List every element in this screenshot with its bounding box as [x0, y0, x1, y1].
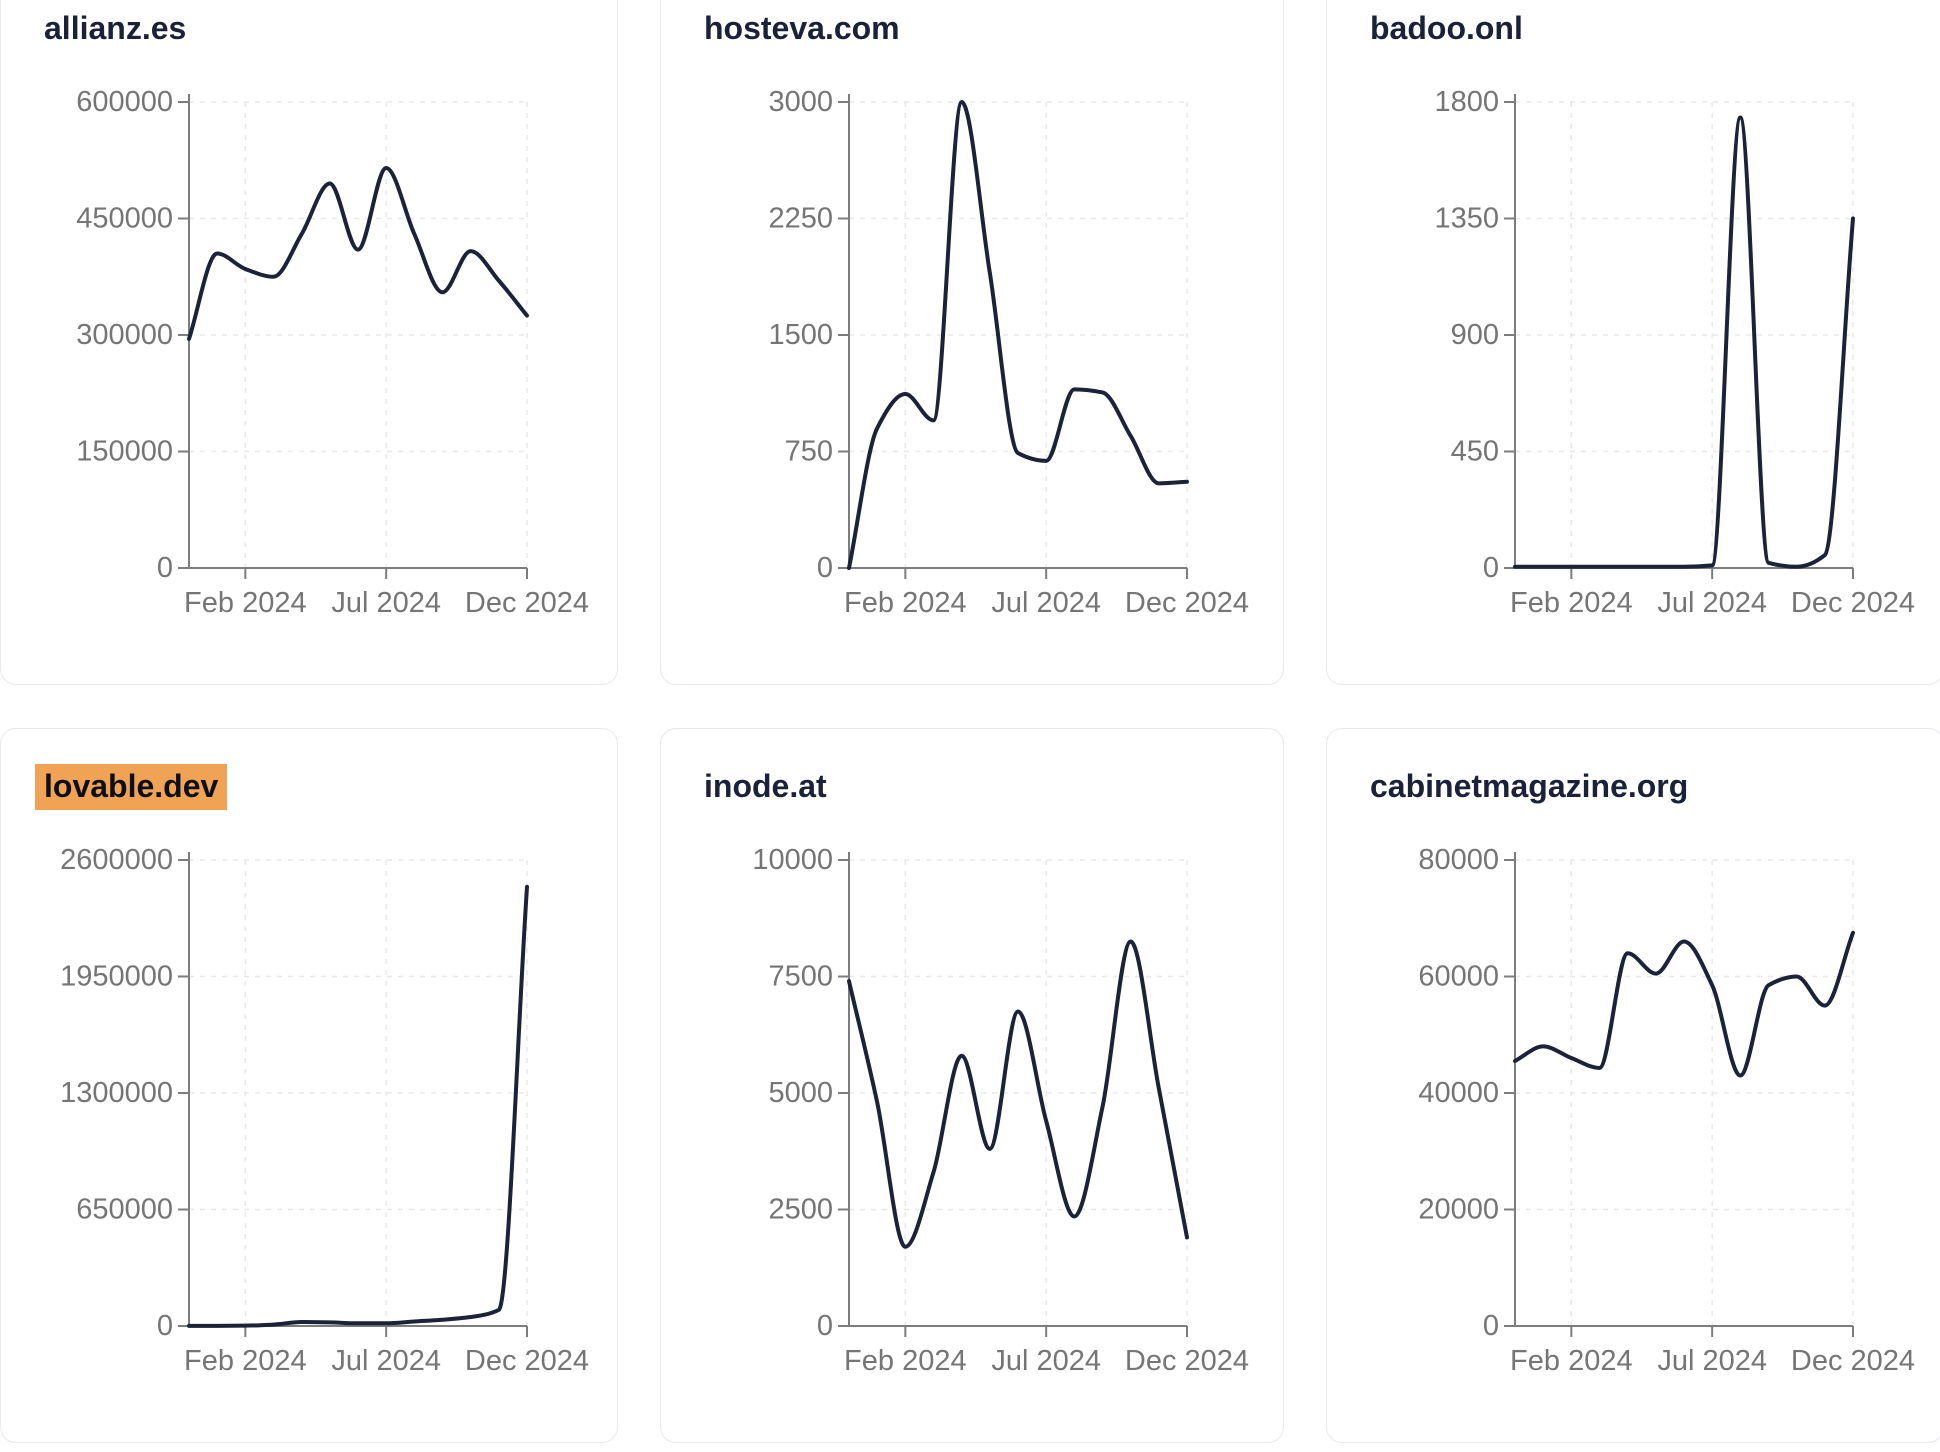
y-tick-label: 1950000: [60, 961, 173, 993]
y-tick-label: 0: [1483, 1310, 1499, 1342]
y-tick-label: 3000: [768, 86, 833, 118]
data-line: [1513, 115, 1855, 569]
x-tick-label: Jul 2024: [331, 1345, 441, 1377]
y-tick-label: 7500: [768, 961, 833, 993]
domain-label: badoo.onl: [1370, 10, 1523, 46]
x-tick-label: Dec 2024: [465, 1345, 589, 1377]
line-chart: 0 450 900 1350 1800 Feb 2024 Jul 2024 Dec 2024: [1434, 86, 1915, 619]
domain-label-highlighted: lovable.dev: [35, 764, 228, 810]
y-tick-label: 0: [157, 552, 173, 584]
chart-card-hosteva-com: hosteva.com 0 750 1500 2250 3000 Feb 2024 Jul …: [660, 0, 1284, 685]
y-tick-label: 80000: [1418, 844, 1499, 876]
domain-label: allianz.es: [44, 10, 187, 46]
y-tick-label: 2500: [768, 1194, 833, 1226]
data-line: [187, 166, 529, 341]
x-tick-label: Feb 2024: [844, 587, 967, 619]
x-tick-label: Dec 2024: [1125, 1345, 1249, 1377]
y-tick-label: 150000: [76, 436, 173, 468]
x-tick-label: Dec 2024: [1791, 1345, 1915, 1377]
x-tick-label: Dec 2024: [1791, 587, 1915, 619]
line-chart: 0 750 1500 2250 3000 Feb 2024 Jul 2024 Dec 2024: [768, 86, 1249, 619]
y-tick-label: 60000: [1418, 961, 1499, 993]
y-tick-label: 2250: [768, 203, 833, 235]
data-line: [187, 884, 529, 1328]
y-tick-label: 900: [1451, 319, 1499, 351]
x-tick-label: Jul 2024: [1657, 587, 1767, 619]
y-tick-label: 600000: [76, 86, 173, 118]
domain-label: cabinetmagazine.org: [1370, 768, 1689, 804]
x-tick-label: Dec 2024: [1125, 587, 1249, 619]
x-tick-label: Jul 2024: [991, 587, 1101, 619]
line-chart: 0 150000 300000 450000 600000 Feb 2024 Jul 202…: [76, 86, 589, 619]
y-tick-label: 450: [1451, 436, 1499, 468]
y-tick-label: 2600000: [60, 844, 173, 876]
line-chart: 0 2500 5000 7500 10000 Feb 2024 Jul 2024 Dec 20…: [752, 844, 1249, 1377]
x-tick-label: Feb 2024: [844, 1345, 967, 1377]
x-tick-label: Jul 2024: [331, 587, 441, 619]
chart-title: badoo.onl: [1370, 9, 1523, 47]
chart-card-lovable-dev: lovable.dev 0 650000 1300000 1950000 2600000…: [0, 728, 618, 1443]
chart-card-cabinetmagazine-org: cabinetmagazine.org 0 20000 40000 60000 8000…: [1326, 728, 1940, 1443]
chart-title: cabinetmagazine.org: [1370, 767, 1688, 805]
y-tick-label: 20000: [1418, 1194, 1499, 1226]
data-line: [1513, 930, 1855, 1078]
x-tick-label: Jul 2024: [991, 1345, 1101, 1377]
domain-label: hosteva.com: [704, 10, 900, 46]
y-tick-label: 40000: [1418, 1077, 1499, 1109]
y-tick-label: 650000: [76, 1194, 173, 1226]
chart-title: inode.at: [704, 767, 827, 805]
y-tick-label: 1500: [768, 319, 833, 351]
chart-card-allianz-es: allianz.es 0 150000 300000 450000 600000 Feb …: [0, 0, 618, 685]
chart-title: allianz.es: [44, 9, 186, 47]
y-tick-label: 750: [785, 436, 833, 468]
y-tick-label: 1350: [1434, 203, 1499, 235]
chart-title: lovable.dev: [35, 764, 228, 810]
y-tick-label: 5000: [768, 1077, 833, 1109]
y-tick-label: 10000: [752, 844, 833, 876]
domain-label: inode.at: [704, 768, 827, 804]
y-tick-label: 0: [817, 552, 833, 584]
data-line: [847, 939, 1189, 1249]
data-line: [847, 100, 1189, 570]
x-tick-label: Feb 2024: [184, 587, 307, 619]
chart-title: hosteva.com: [704, 9, 900, 47]
chart-card-badoo-onl: badoo.onl 0 450 900 1350 1800 Feb 2024 Jul 202…: [1326, 0, 1940, 685]
y-tick-label: 0: [157, 1310, 173, 1342]
line-chart: 0 20000 40000 60000 80000 Feb 2024 Jul 2024 Dec…: [1418, 844, 1915, 1377]
x-tick-label: Feb 2024: [1510, 587, 1633, 619]
y-tick-label: 0: [817, 1310, 833, 1342]
y-tick-label: 0: [1483, 552, 1499, 584]
y-tick-label: 1300000: [60, 1077, 173, 1109]
x-tick-label: Dec 2024: [465, 587, 589, 619]
x-tick-label: Feb 2024: [1510, 1345, 1633, 1377]
x-tick-label: Feb 2024: [184, 1345, 307, 1377]
y-tick-label: 1800: [1434, 86, 1499, 118]
y-tick-label: 300000: [76, 319, 173, 351]
y-tick-label: 450000: [76, 203, 173, 235]
chart-card-inode-at: inode.at 0 2500 5000 7500 10000 Feb 2024 Jul 2…: [660, 728, 1284, 1443]
line-chart: 0 650000 1300000 1950000 2600000 Feb 2024 Jul …: [60, 844, 589, 1377]
x-tick-label: Jul 2024: [1657, 1345, 1767, 1377]
